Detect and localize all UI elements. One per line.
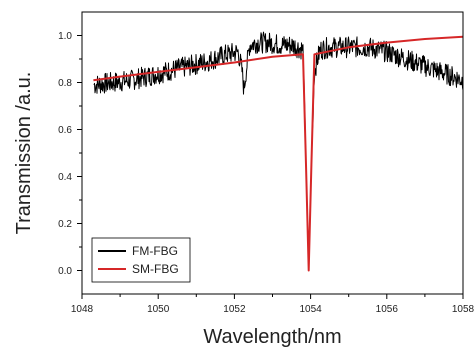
y-tick-label: 0.4 [58,172,72,183]
y-tick-label: 0.0 [58,266,72,277]
y-axis-title: Transmission /a.u. [13,72,35,235]
y-axis-ticks: 0.0 0.2 0.4 0.6 0.8 1.0 [58,31,82,277]
legend: FM-FBG SM-FBG [91,237,191,283]
plot-series [93,31,464,272]
x-tick-label: 1054 [299,304,322,315]
x-tick-label: 1056 [376,304,399,315]
legend-label-sm-fbg: SM-FBG [132,262,179,276]
series-line-fm-fbg [93,31,464,264]
legend-label-fm-fbg: FM-FBG [132,244,178,258]
x-tick-label: 1052 [223,304,246,315]
x-tick-label: 1050 [147,304,170,315]
x-tick-label: 1048 [71,304,94,315]
x-tick-label: 1058 [452,304,474,315]
y-tick-label: 0.8 [58,78,72,89]
x-axis-title: Wavelength/nm [203,326,341,348]
x-axis-ticks: 1048 1050 1052 1054 1056 1058 [71,294,474,315]
series-line-sm-fbg [93,35,464,272]
y-tick-label: 1.0 [58,31,72,42]
legend-box [91,237,191,283]
y-tick-label: 0.2 [58,219,72,230]
y-tick-label: 0.6 [58,125,72,136]
